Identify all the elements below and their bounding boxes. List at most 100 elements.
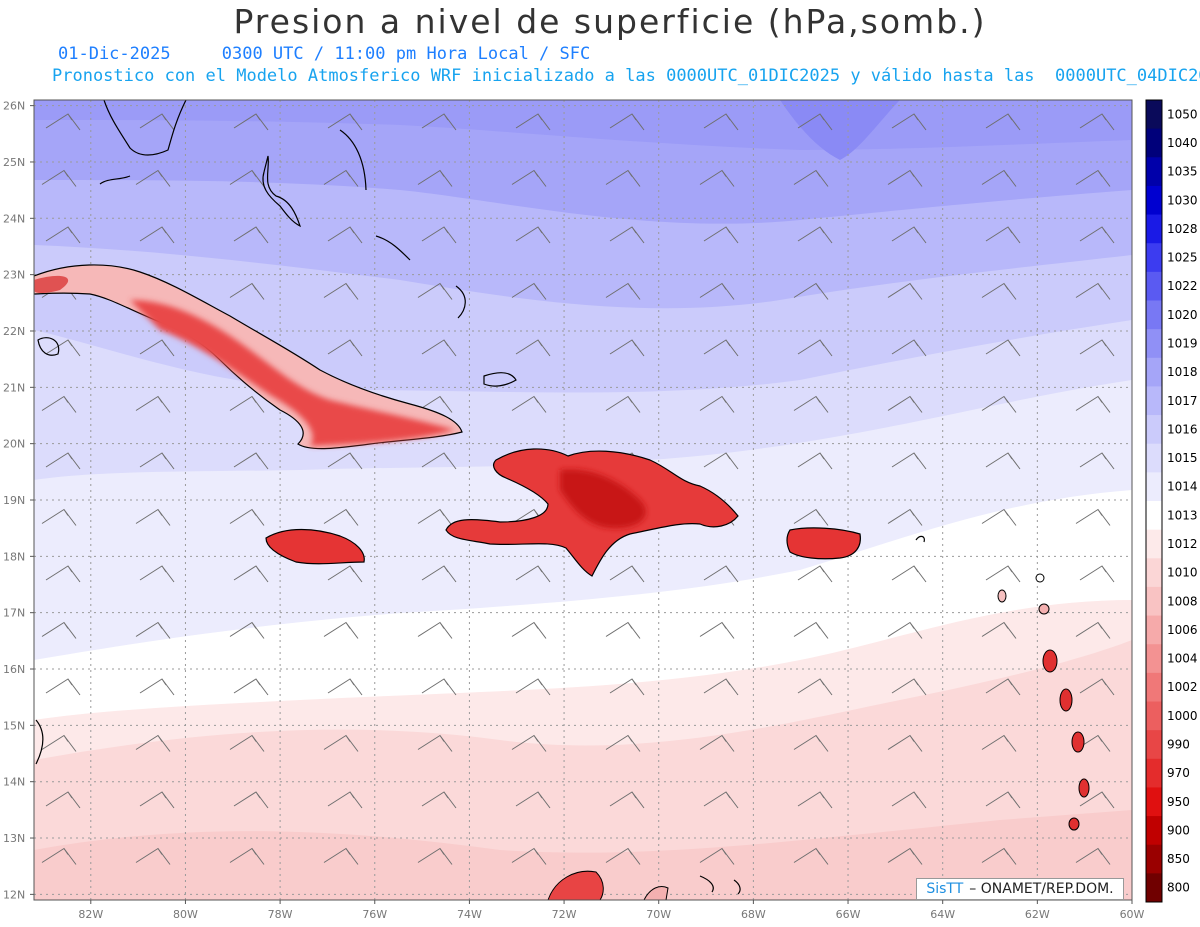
wind-barb bbox=[229, 508, 265, 526]
sistt-logo: SisTT bbox=[926, 881, 964, 897]
wind-barb bbox=[135, 847, 171, 865]
wind-barb bbox=[516, 905, 550, 921]
wind-barb bbox=[699, 621, 735, 639]
wind-barb bbox=[323, 508, 359, 526]
lat-label: 16N bbox=[3, 663, 25, 676]
lon-label: 62W bbox=[1025, 908, 1050, 921]
colorbar-swatch bbox=[1146, 472, 1162, 502]
wind-barb bbox=[422, 905, 456, 921]
lat-label: 23N bbox=[3, 269, 25, 282]
colorbar-swatch bbox=[1146, 644, 1162, 674]
wind-barb bbox=[797, 791, 833, 809]
colorbar-label: 1006 bbox=[1167, 623, 1198, 637]
wind-barb bbox=[417, 734, 453, 752]
wind-barb bbox=[1075, 395, 1111, 413]
credit-org: – ONAMET/REP.DOM. bbox=[969, 881, 1114, 897]
wind-barb bbox=[323, 169, 359, 187]
lat-label: 20N bbox=[3, 438, 25, 451]
wind-barb bbox=[421, 339, 457, 357]
wind-barb bbox=[323, 282, 359, 300]
wind-barb bbox=[135, 621, 171, 639]
wind-barb bbox=[797, 678, 833, 696]
wind-barb bbox=[139, 226, 175, 244]
colorbar-swatch bbox=[1146, 243, 1162, 273]
wind-barb bbox=[229, 847, 265, 865]
wind-barb bbox=[327, 226, 363, 244]
wind-barb bbox=[891, 113, 927, 131]
lon-label: 60W bbox=[1120, 908, 1145, 921]
wind-barb bbox=[699, 734, 735, 752]
colorbar: 1050 1040 1035 1030 1028 1025 1022 1020 1019 1018… bbox=[1145, 99, 1198, 903]
colorbar-swatch bbox=[1146, 300, 1162, 330]
wind-barb bbox=[609, 226, 645, 244]
pressure-shading bbox=[34, 100, 1132, 900]
wind-barb bbox=[41, 847, 77, 865]
wind-barb bbox=[793, 169, 829, 187]
wind-barb bbox=[793, 847, 829, 865]
colorbar-swatch bbox=[1146, 816, 1162, 846]
colorbar-swatch bbox=[1146, 100, 1162, 130]
lat-label: 26N bbox=[3, 100, 25, 113]
wind-barb bbox=[704, 905, 738, 921]
lon-label: 66W bbox=[836, 908, 861, 921]
wind-barb bbox=[891, 565, 927, 583]
colorbar-label: 1018 bbox=[1167, 365, 1198, 379]
wind-barb bbox=[797, 226, 833, 244]
colorbar-label: 1015 bbox=[1167, 451, 1198, 465]
wind-barb bbox=[511, 169, 547, 187]
colorbar-swatch bbox=[1146, 758, 1162, 788]
wind-barb bbox=[511, 395, 547, 413]
colorbar-swatch bbox=[1146, 443, 1162, 473]
wind-barb bbox=[887, 847, 923, 865]
wind-barb bbox=[1079, 791, 1115, 809]
wind-barb bbox=[609, 113, 645, 131]
colorbar-label: 1004 bbox=[1167, 652, 1198, 666]
colorbar-label: 1013 bbox=[1167, 508, 1198, 522]
colorbar-swatch bbox=[1146, 501, 1162, 531]
wind-barb bbox=[703, 339, 739, 357]
wind-barb bbox=[797, 565, 833, 583]
wind-barb bbox=[45, 452, 81, 470]
wind-barb bbox=[515, 339, 551, 357]
lat-label: 25N bbox=[3, 156, 25, 169]
colorbar-swatch bbox=[1146, 586, 1162, 617]
wind-barb bbox=[985, 339, 1021, 357]
colorbar-swatch bbox=[1146, 415, 1162, 445]
wind-barb bbox=[1079, 339, 1115, 357]
wind-barb bbox=[981, 169, 1017, 187]
map-title: Presion a nivel de superficie (hPa,somb.… bbox=[233, 2, 987, 41]
wind-barb bbox=[515, 113, 551, 131]
wind-barb bbox=[417, 282, 453, 300]
wind-barb bbox=[887, 395, 923, 413]
wind-barb bbox=[327, 113, 363, 131]
wind-barb bbox=[609, 565, 645, 583]
wind-barb bbox=[417, 395, 453, 413]
colorbar-label: 800 bbox=[1167, 881, 1190, 895]
wind-barb bbox=[609, 678, 645, 696]
wind-barbs bbox=[41, 113, 1115, 921]
colorbar-swatch bbox=[1146, 615, 1162, 645]
lat-label: 24N bbox=[3, 212, 25, 225]
lat-label: 13N bbox=[3, 832, 25, 845]
colorbar-label: 1008 bbox=[1167, 594, 1198, 608]
wind-barb bbox=[233, 113, 269, 131]
wind-barb bbox=[1079, 452, 1115, 470]
wind-barb bbox=[327, 678, 363, 696]
lat-label: 22N bbox=[3, 325, 25, 338]
wind-barb bbox=[703, 678, 739, 696]
colorbar-label: 1010 bbox=[1167, 566, 1198, 580]
wind-barb bbox=[797, 113, 833, 131]
wind-barb bbox=[323, 847, 359, 865]
wind-barb bbox=[985, 113, 1021, 131]
wind-barb bbox=[699, 847, 735, 865]
wind-barb bbox=[887, 282, 923, 300]
wind-barb bbox=[699, 395, 735, 413]
wind-barb bbox=[891, 791, 927, 809]
wind-barb bbox=[233, 565, 269, 583]
wind-barb bbox=[233, 226, 269, 244]
wind-barb bbox=[45, 678, 81, 696]
wind-barb bbox=[233, 452, 269, 470]
graticule bbox=[30, 100, 1133, 904]
wind-barb bbox=[41, 395, 77, 413]
wind-barb bbox=[605, 621, 641, 639]
